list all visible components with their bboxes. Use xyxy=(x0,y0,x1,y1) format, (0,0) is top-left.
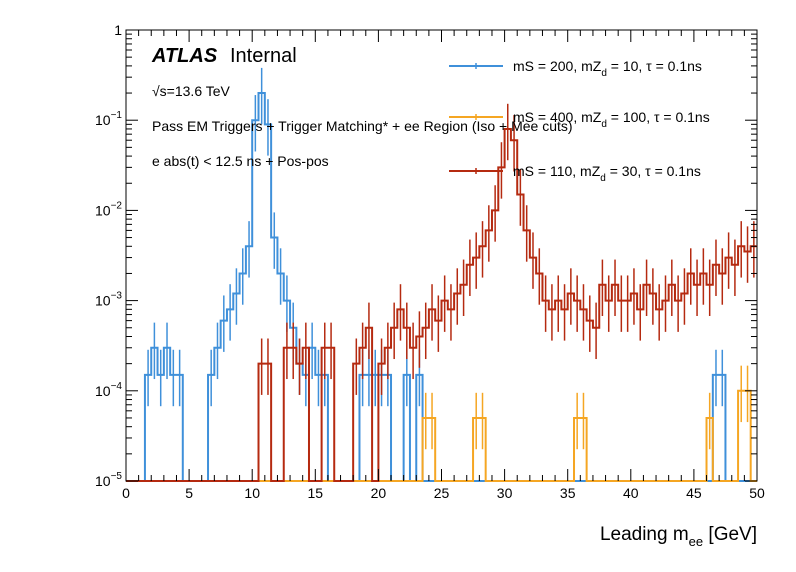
x-tick-label: 20 xyxy=(371,485,387,501)
legend-entry: mS = 400, mZd = 100, τ = 0.1ns xyxy=(513,109,710,130)
series-line xyxy=(126,127,757,482)
x-tick-label: 15 xyxy=(308,485,324,501)
x-axis-label: Leading mee [GeV] xyxy=(600,524,757,549)
x-tick-label: 5 xyxy=(185,485,193,501)
x-tick-label: 0 xyxy=(122,485,130,501)
x-tick-label: 40 xyxy=(623,485,639,501)
y-tick-label: 1 xyxy=(114,22,122,38)
series-2 xyxy=(126,103,757,482)
x-tick-label: 35 xyxy=(560,485,576,501)
y-tick-label: 10−5 xyxy=(95,471,122,489)
atlas-label: ATLAS xyxy=(151,45,218,67)
x-tick-label: 30 xyxy=(497,485,513,501)
x-tick-label: 10 xyxy=(244,485,260,501)
x-tick-label: 45 xyxy=(686,485,702,501)
selection-label-2: e abs(t) < 12.5 ns + Pos-pos xyxy=(152,153,329,169)
energy-label: √s=13.6 TeV xyxy=(152,83,231,99)
series-layer xyxy=(126,67,757,482)
x-tick-label: 25 xyxy=(434,485,450,501)
y-tick-label: 10−2 xyxy=(95,200,122,218)
selection-label-1: Pass EM Triggers + Trigger Matching* + e… xyxy=(152,118,573,134)
legend-entry: mS = 200, mZd = 10, τ = 0.1ns xyxy=(513,58,702,79)
legend: mS = 200, mZd = 10, τ = 0.1ns mS = 400, m… xyxy=(449,58,710,184)
atlas-status: Internal xyxy=(230,45,297,67)
y-tick-label: 10−3 xyxy=(95,291,122,309)
series-line xyxy=(126,389,757,482)
series-1 xyxy=(126,365,757,482)
legend-entry: mS = 110, mZd = 30, τ = 0.1ns xyxy=(513,163,701,184)
y-tick-label: 10−4 xyxy=(95,381,122,399)
series-line xyxy=(126,92,757,482)
y-tick-label: 10−1 xyxy=(95,110,122,128)
ticks-layer: 0 5 10 15 20 25 30 35 40 45 50 10−5 10−4 10−3 10−2 10−1… xyxy=(95,22,765,501)
x-tick-label: 50 xyxy=(749,485,765,501)
